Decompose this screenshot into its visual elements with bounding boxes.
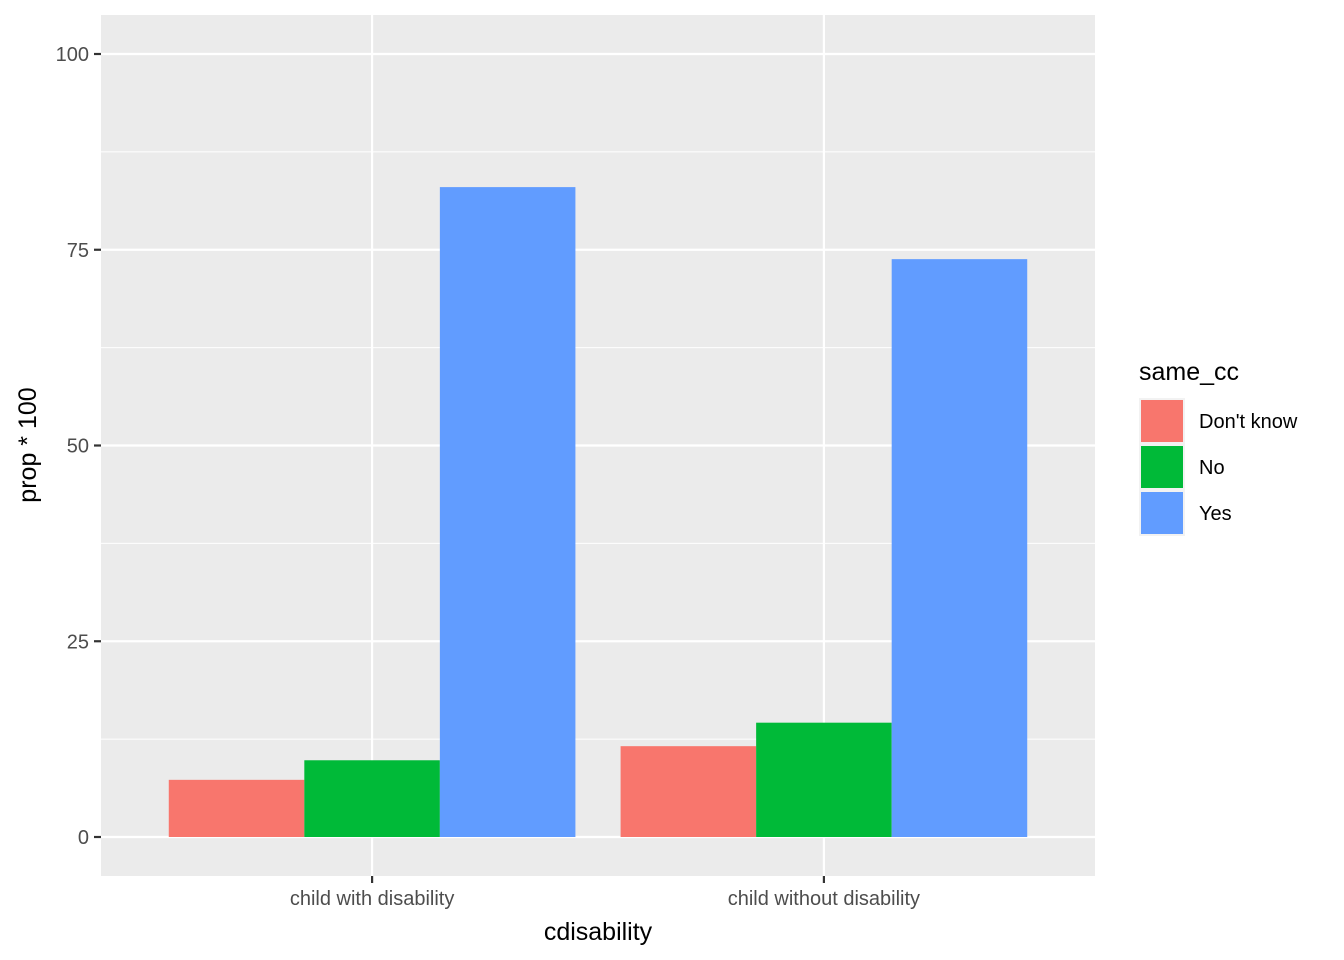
x-axis: child with disability child without disab… xyxy=(290,876,920,910)
legend-swatch xyxy=(1141,400,1183,442)
legend-title: same_cc xyxy=(1139,358,1239,386)
bar xyxy=(439,187,576,838)
y-tick-label: 25 xyxy=(67,631,89,653)
legend-label: Yes xyxy=(1199,503,1232,525)
bar xyxy=(304,760,440,837)
y-tick-label: 100 xyxy=(56,44,89,66)
bar xyxy=(891,259,1028,837)
bar xyxy=(620,746,757,837)
legend-label: No xyxy=(1199,457,1225,479)
y-axis: 0 25 50 75 100 xyxy=(56,44,101,849)
bars xyxy=(168,187,1028,838)
y-tick-label: 75 xyxy=(67,240,89,262)
y-axis-title: prop * 100 xyxy=(14,387,42,502)
bar xyxy=(756,722,892,837)
y-tick-label: 0 xyxy=(78,827,89,849)
x-tick-label: child without disability xyxy=(728,888,920,910)
bar xyxy=(168,779,305,837)
legend-swatch xyxy=(1141,446,1183,488)
x-axis-title: cdisability xyxy=(544,918,653,946)
legend-swatch xyxy=(1141,492,1183,534)
x-tick-label: child with disability xyxy=(290,888,455,910)
y-tick-label: 50 xyxy=(67,436,89,458)
legend-label: Don't know xyxy=(1199,411,1298,433)
legend: same_cc Don't know No Yes xyxy=(1139,358,1298,536)
